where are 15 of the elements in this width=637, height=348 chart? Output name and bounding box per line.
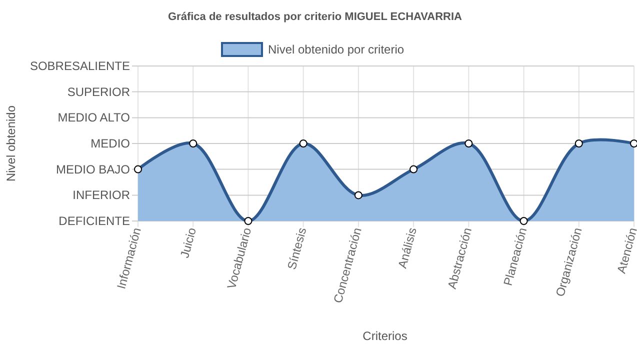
ref-line-label: INFERIOR bbox=[72, 188, 130, 202]
ref-line-label: DEFICIENTE bbox=[58, 214, 130, 228]
x-tick-label: Análisis bbox=[395, 226, 420, 270]
x-tick-label: Síntesis bbox=[284, 226, 310, 272]
text: Nivel obtenido bbox=[4, 105, 18, 182]
ref-line-label: SUPERIOR bbox=[67, 84, 130, 99]
ref-line-label: MEDIO BAJO bbox=[56, 162, 130, 176]
ref-line-label: MEDIO ALTO bbox=[58, 110, 130, 125]
x-axis-title: Criterios bbox=[362, 329, 408, 343]
ref-line-label: SOBRESALIENTE bbox=[30, 59, 130, 73]
x-tick-label: Atención bbox=[614, 226, 637, 275]
x-tick-label: Juicio bbox=[178, 226, 200, 260]
ref-line-label: MEDIO bbox=[90, 136, 130, 150]
chart-title: Gráfica de resultados por criterio MIGUEL ECHAVARRIA bbox=[168, 11, 462, 23]
legend-label: Nivel obtenido por criterio bbox=[268, 42, 404, 56]
